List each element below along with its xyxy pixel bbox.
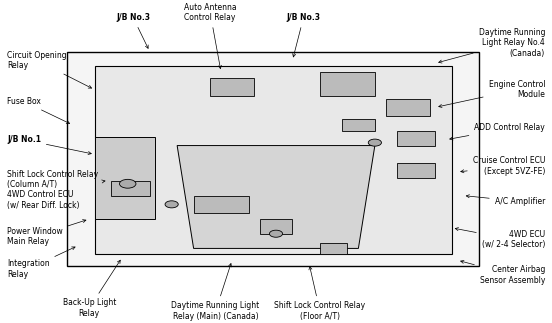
Circle shape	[269, 230, 283, 237]
Text: A/C Amplifier: A/C Amplifier	[466, 195, 545, 206]
Bar	[342, 119, 375, 131]
Text: J/B No.1: J/B No.1	[7, 135, 91, 154]
Bar	[112, 181, 150, 195]
Text: Center Airbag
Sensor Assembly: Center Airbag Sensor Assembly	[461, 260, 545, 285]
Circle shape	[119, 179, 136, 188]
Text: J/B No.3: J/B No.3	[286, 13, 321, 57]
Text: Shift Lock Control Relay
(Floor A/T): Shift Lock Control Relay (Floor A/T)	[274, 266, 365, 321]
Polygon shape	[95, 66, 452, 254]
Polygon shape	[177, 146, 375, 248]
Text: Daytime Running Light
Relay (Main) (Canada): Daytime Running Light Relay (Main) (Cana…	[172, 264, 259, 321]
Bar	[397, 131, 436, 146]
Bar	[210, 78, 254, 96]
Text: Fuse Box: Fuse Box	[7, 97, 70, 123]
Text: J/B No.3: J/B No.3	[116, 13, 150, 48]
Bar	[397, 163, 436, 178]
Text: Engine Control
Module: Engine Control Module	[439, 80, 545, 108]
Bar	[320, 72, 375, 96]
Bar	[320, 243, 347, 254]
Text: Circuit Opening
Relay: Circuit Opening Relay	[7, 51, 92, 88]
Circle shape	[165, 201, 178, 208]
Text: 4WD ECU
(w/ 2-4 Selector): 4WD ECU (w/ 2-4 Selector)	[455, 228, 545, 249]
Bar	[259, 219, 293, 234]
Text: Back-Up Light
Relay: Back-Up Light Relay	[62, 260, 120, 318]
Text: Auto Antenna
Control Relay: Auto Antenna Control Relay	[184, 3, 236, 68]
Bar	[386, 99, 430, 116]
Polygon shape	[67, 52, 479, 266]
Text: Power Window
Main Relay: Power Window Main Relay	[7, 220, 86, 246]
Text: Integration
Relay: Integration Relay	[7, 247, 75, 279]
Text: Daytime Running
Light Relay No.4
(Canada): Daytime Running Light Relay No.4 (Canada…	[439, 28, 545, 63]
Bar	[194, 195, 248, 213]
Text: ADD Control Relay: ADD Control Relay	[450, 123, 545, 140]
Text: Cruise Control ECU
(Except 5VZ-FE): Cruise Control ECU (Except 5VZ-FE)	[461, 156, 545, 176]
Polygon shape	[95, 137, 155, 219]
Circle shape	[368, 139, 381, 146]
Text: Shift Lock Control Relay
(Column A/T)
4WD Control ECU
(w/ Rear Diff. Lock): Shift Lock Control Relay (Column A/T) 4W…	[7, 170, 105, 210]
